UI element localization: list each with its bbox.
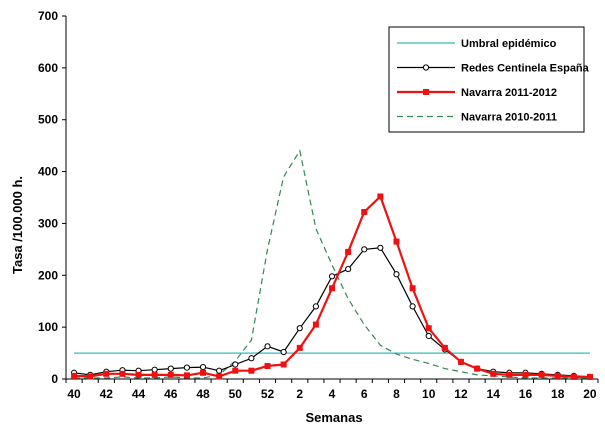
x-tick-label: 48 [196,387,210,401]
x-tick-label: 2 [296,387,303,401]
series-2-point [490,370,497,377]
series-1-point [409,303,416,310]
series-2-point [586,373,593,380]
x-tick-label: 18 [551,387,565,401]
x-tick-label: 46 [164,387,178,401]
x-tick-label: 6 [361,387,368,401]
series-2-point [151,371,158,378]
x-tick-label: 16 [519,387,533,401]
series-2-point [393,238,400,245]
x-tick-label: 4 [329,387,336,401]
series-2-point [506,371,513,378]
legend-box [388,26,585,133]
series-2-point [570,373,577,380]
x-tick-label: 12 [454,387,468,401]
series-2-point [329,285,335,292]
series-2-point [248,367,255,374]
series-2-point [71,372,78,379]
series-2-point [264,363,271,370]
y-tick-label: 600 [38,61,58,75]
series-2-point [425,325,432,332]
legend-entry-label: Redes Centinela España [461,63,590,75]
x-tick-label: 10 [422,387,436,401]
legend-marker [422,64,430,71]
y-tick-label: 300 [38,216,58,230]
series-1-point [393,271,400,278]
series-2-point [135,371,142,378]
x-axis-title: Semanas [305,410,362,425]
y-tick-label: 200 [38,268,58,282]
series-2-point [103,370,110,377]
x-tick-label: 52 [261,387,275,401]
series-1-point [345,265,352,273]
series-2-point [280,361,287,368]
series-1-point [425,332,432,340]
series-layer [70,149,594,381]
series-2-point [538,371,545,378]
series-2-point [200,369,207,376]
x-tick-label: 44 [132,387,146,401]
series-2-point [457,358,464,365]
legend: Umbral epidémico Redes Centinela España Na… [388,26,590,133]
series-1-point [361,246,368,253]
series-2-point [216,373,223,380]
series-2-point [87,373,94,380]
series-1-point [248,355,255,362]
y-tick-label: 700 [38,9,58,23]
series-2-point [296,344,303,351]
y-tick-label: 400 [38,165,58,179]
series-1-point [377,244,384,251]
series-2-point [361,209,368,216]
series-1-point [296,325,303,332]
series-2-point [345,248,352,255]
series-2-point [474,365,481,372]
series-2-point [232,367,239,374]
y-tick-label: 0 [51,372,58,386]
series-1-point [280,348,287,356]
x-tick-label: 50 [229,387,243,401]
x-tick-label: 20 [583,387,597,401]
series-3-line [74,149,590,379]
series-2-point [312,321,319,328]
series-2-point [409,285,416,292]
series-1-point [183,364,191,371]
x-tick-label: 8 [393,387,400,401]
series-2-point [167,371,174,378]
legend-marker [423,89,429,95]
series-1-point [312,303,319,310]
series-1-point [199,363,207,371]
series-2-point [554,372,561,379]
y-tick-label: 500 [38,113,58,127]
series-1-point [264,343,271,350]
x-tick-label: 40 [67,387,81,401]
y-axis-title: Tasa /100.000 h. [10,176,25,274]
series-2-point [183,372,190,379]
series-1-point [167,365,174,372]
legend-entry-label: Navarra 2011-2012 [461,87,557,99]
series-2-point [377,193,384,200]
legend-entry-label: Navarra 2010-2011 [461,112,557,124]
series-2-point [441,344,448,351]
series-1-point [232,361,239,368]
y-tick-label: 100 [38,320,58,334]
series-1-point [216,367,223,374]
x-tick-label: 14 [487,387,501,401]
series-2-point [119,370,126,377]
legend-entry-label: Umbral epidémico [461,38,557,50]
series-1-point [328,273,336,280]
series-1-point [151,366,158,373]
series-1-line [74,247,590,378]
series-2-point [522,371,529,378]
x-tick-label: 42 [100,387,114,401]
